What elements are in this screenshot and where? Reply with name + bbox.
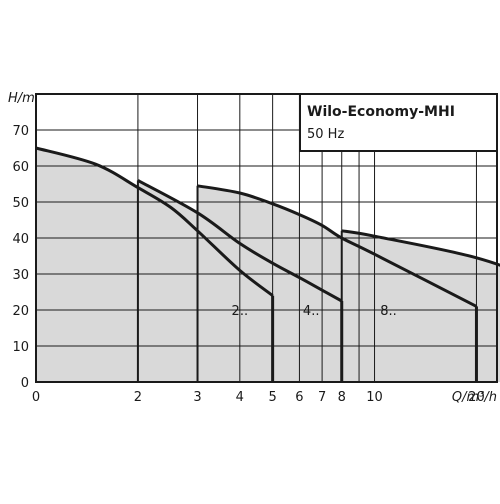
zone-label: 8.. [380, 304, 397, 319]
y-tick-label: 70 [12, 124, 29, 139]
x-axis-label: Q/m³/h [452, 390, 497, 405]
x-tick-label: 2 [134, 390, 142, 405]
x-tick-label: 20 [468, 390, 485, 405]
legend-box: Wilo-Economy-MHI 50 Hz [299, 93, 498, 152]
plot-frame [35, 93, 498, 383]
x-tick-label: 8 [338, 390, 346, 405]
curve-16 [341, 229, 500, 267]
x-tick-label: 0 [32, 390, 40, 405]
x-tick-label: 4 [236, 390, 244, 405]
y-tick-label: 30 [12, 268, 29, 283]
x-tick-label: 3 [193, 390, 201, 405]
x-tick-label: 10 [366, 390, 383, 405]
x-tick-label: 6 [295, 390, 303, 405]
shaded-area-16 [341, 230, 500, 382]
y-tick-label: 10 [12, 340, 29, 355]
curve-8 [197, 184, 478, 308]
chart-title: Wilo-Economy-MHI [307, 104, 455, 120]
chart-subtitle: 50 Hz [307, 127, 344, 142]
y-tick-label: 0 [21, 376, 29, 391]
y-axis-label: H/m [8, 91, 35, 106]
y-tick-label: 60 [12, 160, 29, 175]
y-tick-label: 40 [12, 232, 29, 247]
y-tick-label: 50 [12, 196, 29, 211]
curves: 2..4..8..16.. [35, 146, 500, 382]
curve-2 [35, 146, 274, 297]
zone-label: 4.. [303, 304, 320, 319]
tick-labels: 0 10 20 30 40 50 60 70 0 2 3 4 5 6 7 8 10 20 [12, 124, 484, 405]
x-tick-label: 5 [268, 390, 276, 405]
y-tick-label: 20 [12, 304, 29, 319]
legend-frame [299, 93, 498, 152]
x-tick-label: 7 [318, 390, 326, 405]
zone-label: 2.. [232, 304, 249, 319]
